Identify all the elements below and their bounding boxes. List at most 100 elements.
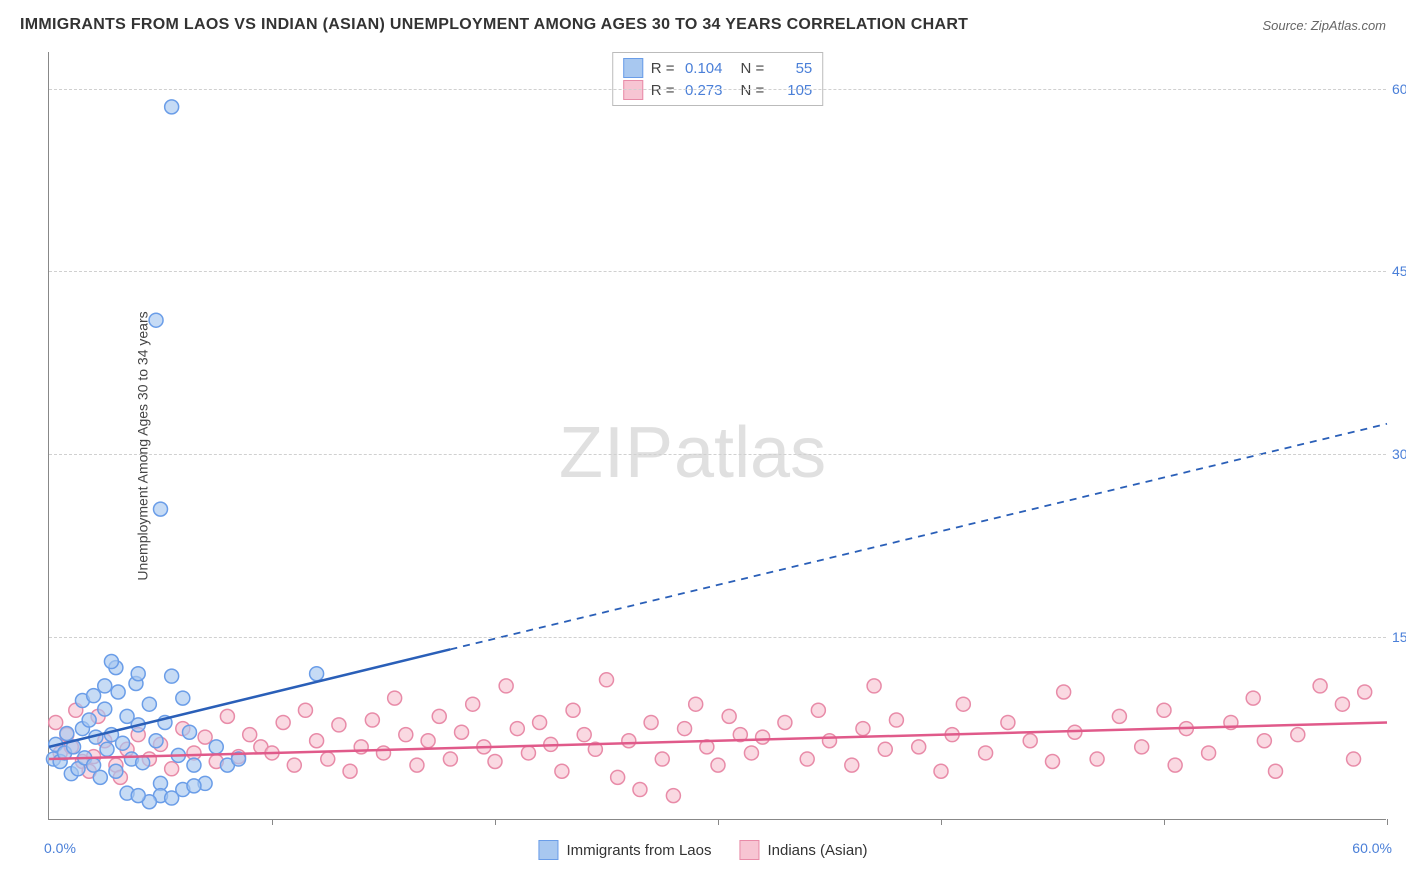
scatter-point	[310, 667, 324, 681]
scatter-point	[287, 758, 301, 772]
scatter-point	[934, 764, 948, 778]
scatter-point	[722, 709, 736, 723]
scatter-point	[1269, 764, 1283, 778]
legend-item: Indians (Asian)	[739, 840, 867, 860]
scatter-point	[800, 752, 814, 766]
scatter-point	[655, 752, 669, 766]
legend-label: Immigrants from Laos	[566, 842, 711, 859]
scatter-point	[912, 740, 926, 754]
scatter-point	[187, 758, 201, 772]
scatter-point	[1001, 715, 1015, 729]
scatter-point	[82, 713, 96, 727]
scatter-point	[131, 789, 145, 803]
scatter-point	[209, 740, 223, 754]
scatter-point	[633, 783, 647, 797]
scatter-point	[182, 725, 196, 739]
x-tick-mark	[941, 819, 942, 825]
scatter-point	[455, 725, 469, 739]
legend-item: Immigrants from Laos	[538, 840, 711, 860]
scatter-point	[1046, 754, 1060, 768]
legend-label: Indians (Asian)	[767, 842, 867, 859]
scatter-point	[165, 669, 179, 683]
scatter-point	[187, 779, 201, 793]
scatter-point	[276, 715, 290, 729]
scatter-point	[111, 685, 125, 699]
scatter-point	[521, 746, 535, 760]
y-tick-label: 60.0%	[1392, 81, 1406, 97]
scatter-point	[678, 722, 692, 736]
scatter-point	[600, 673, 614, 687]
scatter-point	[811, 703, 825, 717]
scatter-point	[1257, 734, 1271, 748]
scatter-point	[878, 742, 892, 756]
plot-svg	[49, 52, 1386, 819]
scatter-point	[1358, 685, 1372, 699]
scatter-point	[466, 697, 480, 711]
scatter-point	[410, 758, 424, 772]
x-tick-mark	[495, 819, 496, 825]
scatter-point	[116, 736, 130, 750]
scatter-point	[1157, 703, 1171, 717]
scatter-point	[856, 722, 870, 736]
x-axis-min-label: 0.0%	[44, 840, 76, 856]
scatter-point	[176, 691, 190, 705]
scatter-point	[165, 762, 179, 776]
scatter-point	[711, 758, 725, 772]
scatter-point	[756, 730, 770, 744]
scatter-point	[689, 697, 703, 711]
scatter-point	[98, 679, 112, 693]
scatter-point	[343, 764, 357, 778]
source-label: Source: ZipAtlas.com	[1262, 18, 1386, 33]
scatter-point	[388, 691, 402, 705]
scatter-point	[510, 722, 524, 736]
chart-title: IMMIGRANTS FROM LAOS VS INDIAN (ASIAN) U…	[20, 16, 968, 34]
scatter-point	[243, 728, 257, 742]
scatter-point	[377, 746, 391, 760]
gridline	[49, 637, 1386, 638]
scatter-point	[432, 709, 446, 723]
scatter-point	[744, 746, 758, 760]
scatter-point	[60, 726, 74, 740]
legend-series: Immigrants from Laos Indians (Asian)	[538, 840, 867, 860]
scatter-point	[1202, 746, 1216, 760]
scatter-point	[666, 789, 680, 803]
x-tick-mark	[272, 819, 273, 825]
scatter-point	[1246, 691, 1260, 705]
scatter-point	[1313, 679, 1327, 693]
scatter-point	[499, 679, 513, 693]
gridline	[49, 89, 1386, 90]
scatter-point	[49, 715, 63, 729]
scatter-point	[100, 742, 114, 756]
scatter-point	[611, 770, 625, 784]
scatter-point	[220, 709, 234, 723]
scatter-point	[87, 689, 101, 703]
x-tick-mark	[718, 819, 719, 825]
scatter-point	[321, 752, 335, 766]
y-tick-label: 45.0%	[1392, 263, 1406, 279]
x-tick-mark	[1164, 819, 1165, 825]
scatter-point	[845, 758, 859, 772]
scatter-point	[298, 703, 312, 717]
scatter-point	[165, 100, 179, 114]
scatter-point	[488, 754, 502, 768]
scatter-point	[644, 715, 658, 729]
scatter-point	[1090, 752, 1104, 766]
scatter-point	[622, 734, 636, 748]
gridline	[49, 271, 1386, 272]
scatter-point	[1112, 709, 1126, 723]
scatter-point	[1023, 734, 1037, 748]
scatter-point	[165, 791, 179, 805]
trend-line-extrapolated	[450, 424, 1387, 650]
x-axis-max-label: 60.0%	[1352, 840, 1392, 856]
scatter-point	[956, 697, 970, 711]
scatter-point	[310, 734, 324, 748]
plot-area: ZIPatlas R = 0.104 N = 55 R = 0.273 N = …	[48, 52, 1386, 820]
scatter-point	[443, 752, 457, 766]
scatter-point	[1057, 685, 1071, 699]
scatter-point	[149, 734, 163, 748]
scatter-point	[778, 715, 792, 729]
scatter-point	[93, 770, 107, 784]
scatter-point	[566, 703, 580, 717]
scatter-point	[332, 718, 346, 732]
x-tick-mark	[1387, 819, 1388, 825]
